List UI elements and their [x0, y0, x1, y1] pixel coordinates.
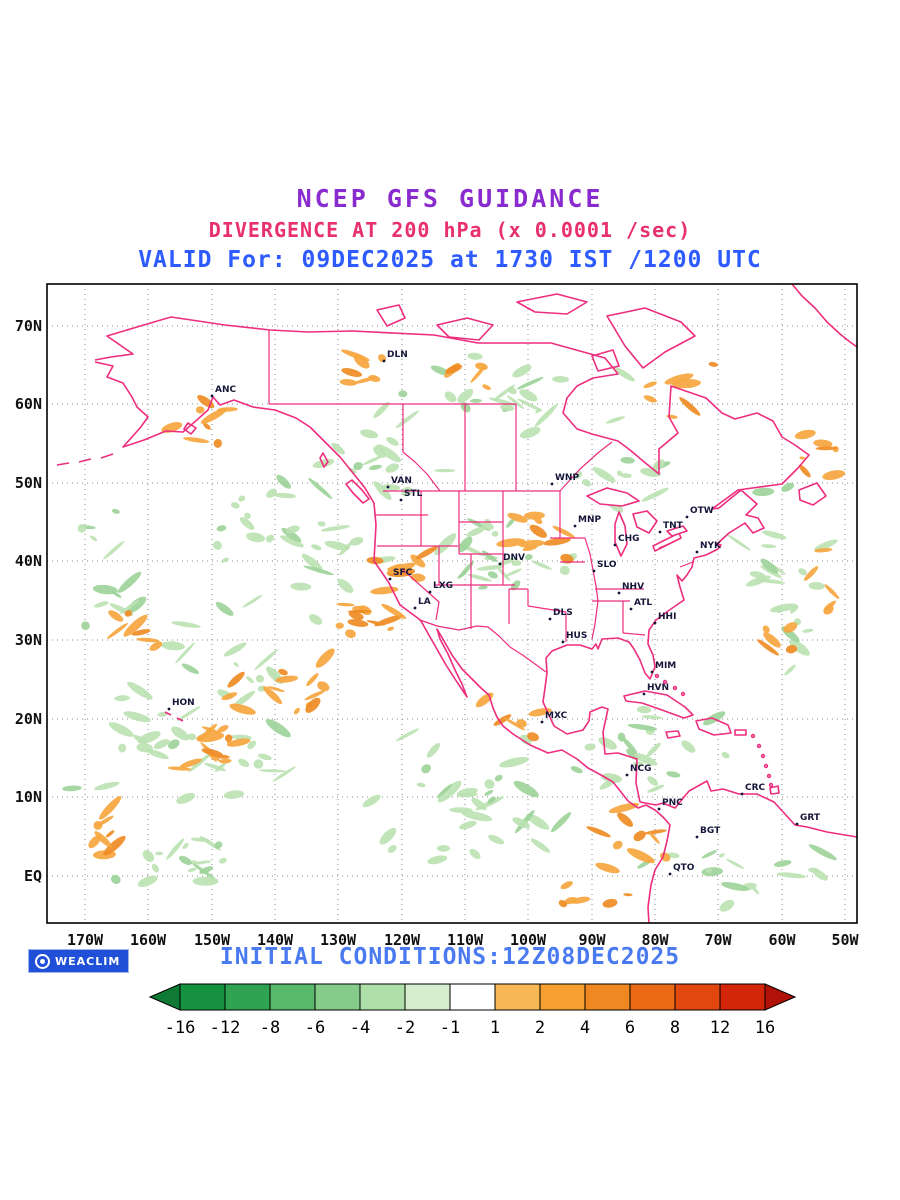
city-markers: ANC DLN VAN STL WNP MNP CHG TNT OTW NYK DNV SLO SFC L…	[167, 350, 821, 876]
svg-text:ANC: ANC	[215, 385, 236, 395]
svg-text:QTO: QTO	[673, 863, 695, 873]
svg-text:NCG: NCG	[630, 764, 652, 774]
svg-text:160W: 160W	[130, 931, 167, 949]
latitude-axis-labels: 70N 60N 50N 40N 30N 20N 10N EQ	[15, 317, 42, 885]
svg-text:70N: 70N	[15, 317, 42, 335]
svg-text:HON: HON	[172, 698, 195, 708]
svg-text:50N: 50N	[15, 474, 42, 492]
svg-text:DNV: DNV	[503, 553, 525, 563]
map-panel: ANC DLN VAN STL WNP MNP CHG TNT OTW NYK DNV SLO SFC L…	[15, 283, 860, 949]
svg-text:NHV: NHV	[622, 582, 644, 592]
svg-text:CRC: CRC	[745, 783, 766, 793]
svg-text:2: 2	[535, 1018, 545, 1038]
svg-text:TNT: TNT	[663, 521, 684, 531]
svg-text:70W: 70W	[704, 931, 732, 949]
weaclim-logo-badge: WEACLIM	[28, 949, 130, 973]
svg-text:6: 6	[625, 1018, 635, 1038]
canada-province-borders	[268, 330, 613, 492]
valid-time-line: VALID For: 09DEC2025 at 1730 IST /1200 U…	[138, 247, 762, 273]
svg-text:16: 16	[755, 1018, 775, 1038]
svg-text:BGT: BGT	[700, 826, 721, 836]
svg-text:10N: 10N	[15, 788, 42, 806]
svg-text:-4: -4	[350, 1018, 370, 1038]
svg-text:LXG: LXG	[433, 581, 453, 591]
map-frame	[46, 283, 858, 924]
svg-text:80W: 80W	[641, 931, 669, 949]
coastlines	[56, 284, 857, 923]
us-state-borders	[375, 490, 694, 673]
svg-text:STL: STL	[404, 489, 423, 499]
svg-text:WNP: WNP	[555, 473, 579, 483]
coastline-pacific	[94, 361, 671, 923]
svg-text:HUS: HUS	[566, 631, 587, 641]
svg-text:NYK: NYK	[700, 541, 722, 551]
small-islands-dots	[654, 673, 774, 788]
svg-text:90W: 90W	[578, 931, 606, 949]
svg-text:100W: 100W	[510, 931, 547, 949]
svg-text:-16: -16	[165, 1018, 196, 1038]
svg-text:50W: 50W	[831, 931, 859, 949]
longitude-axis-labels: 170W 160W 150W 140W 130W 120W 110W 100W 90W 80W 70…	[67, 931, 860, 949]
svg-text:8: 8	[670, 1018, 680, 1038]
svg-text:60N: 60N	[15, 395, 42, 413]
svg-text:1: 1	[490, 1018, 500, 1038]
svg-text:-1: -1	[440, 1018, 460, 1038]
colorbar-segments	[148, 983, 797, 1011]
svg-text:20N: 20N	[15, 710, 42, 728]
colorbar-tick-labels: -16 -12 -8 -6 -4 -2 -1 1 2 4 6 8 12 16	[165, 1018, 776, 1038]
initial-conditions-line: INITIAL CONDITIONS:12Z08DEC2025	[219, 944, 681, 970]
svg-text:-12: -12	[210, 1018, 241, 1038]
svg-text:-8: -8	[260, 1018, 280, 1038]
svg-text:DLN: DLN	[387, 350, 408, 360]
svg-text:30N: 30N	[15, 631, 42, 649]
map-background	[47, 284, 857, 923]
page-subtitle: DIVERGENCE AT 200 hPa (x 0.0001 /sec)	[208, 218, 692, 242]
svg-text:170W: 170W	[67, 931, 104, 949]
svg-text:GRT: GRT	[800, 813, 821, 823]
svg-text:SLO: SLO	[597, 560, 617, 570]
svg-text:MXC: MXC	[545, 711, 568, 721]
svg-text:PNC: PNC	[662, 798, 683, 808]
islands	[56, 284, 857, 795]
svg-text:HHI: HHI	[658, 612, 676, 622]
svg-text:120W: 120W	[384, 931, 421, 949]
svg-text:MIM: MIM	[655, 661, 676, 671]
weaclim-logo-icon	[35, 953, 50, 969]
page-title: NCEP GFS GUIDANCE	[296, 184, 604, 213]
great-lakes	[586, 487, 688, 557]
svg-text:-6: -6	[305, 1018, 325, 1038]
svg-text:VAN: VAN	[391, 476, 412, 486]
svg-text:ATL: ATL	[634, 598, 652, 608]
svg-text:140W: 140W	[257, 931, 294, 949]
divergence-shading	[62, 349, 846, 912]
svg-text:LA: LA	[418, 597, 431, 607]
svg-text:130W: 130W	[320, 931, 357, 949]
svg-text:MNP: MNP	[578, 515, 601, 525]
svg-text:110W: 110W	[447, 931, 484, 949]
svg-text:DLS: DLS	[553, 608, 573, 618]
colorbar: -16 -12 -8 -6 -4 -2 -1 1 2 4 6 8 12 16	[148, 983, 797, 1038]
svg-text:SFC: SFC	[393, 568, 413, 578]
svg-text:-2: -2	[395, 1018, 415, 1038]
svg-text:CHG: CHG	[618, 534, 640, 544]
weaclim-logo-text: WEACLIM	[55, 954, 121, 968]
svg-text:60W: 60W	[768, 931, 796, 949]
svg-text:4: 4	[580, 1018, 590, 1038]
svg-text:40N: 40N	[15, 552, 42, 570]
svg-text:150W: 150W	[194, 931, 231, 949]
svg-text:HVN: HVN	[647, 683, 669, 693]
svg-text:OTW: OTW	[690, 506, 714, 516]
svg-text:12: 12	[710, 1018, 730, 1038]
svg-text:EQ: EQ	[24, 867, 42, 885]
